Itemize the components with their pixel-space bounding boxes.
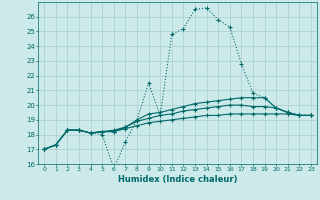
X-axis label: Humidex (Indice chaleur): Humidex (Indice chaleur)	[118, 175, 237, 184]
